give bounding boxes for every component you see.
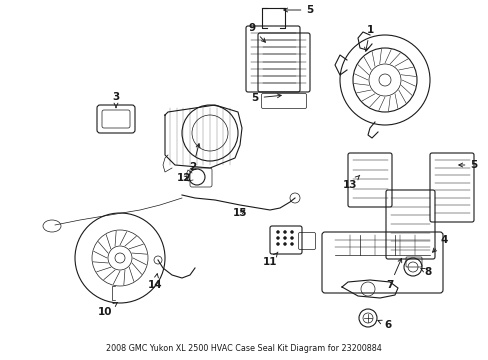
Circle shape [276, 237, 279, 239]
Text: 5: 5 [251, 93, 281, 103]
Text: 3: 3 [112, 92, 120, 108]
Circle shape [283, 230, 286, 234]
Circle shape [276, 230, 279, 234]
Text: 9: 9 [248, 23, 265, 42]
Text: 11: 11 [262, 252, 277, 267]
Circle shape [276, 243, 279, 246]
Text: 6: 6 [377, 320, 391, 330]
Text: 1: 1 [364, 25, 373, 51]
Text: 8: 8 [420, 267, 431, 277]
Text: 5: 5 [283, 5, 313, 15]
Text: 5: 5 [458, 160, 477, 170]
Text: 10: 10 [98, 302, 117, 317]
Circle shape [283, 243, 286, 246]
Circle shape [290, 243, 293, 246]
Text: 12: 12 [176, 173, 191, 183]
Text: 15: 15 [232, 208, 247, 218]
Text: 14: 14 [147, 274, 162, 290]
Text: 4: 4 [432, 235, 447, 252]
Circle shape [283, 237, 286, 239]
Circle shape [290, 237, 293, 239]
Text: 13: 13 [342, 175, 359, 190]
Text: 7: 7 [386, 258, 401, 290]
Text: 2008 GMC Yukon XL 2500 HVAC Case Seal Kit Diagram for 23200884: 2008 GMC Yukon XL 2500 HVAC Case Seal Ki… [106, 344, 381, 353]
Circle shape [290, 230, 293, 234]
Text: 2: 2 [189, 144, 200, 172]
